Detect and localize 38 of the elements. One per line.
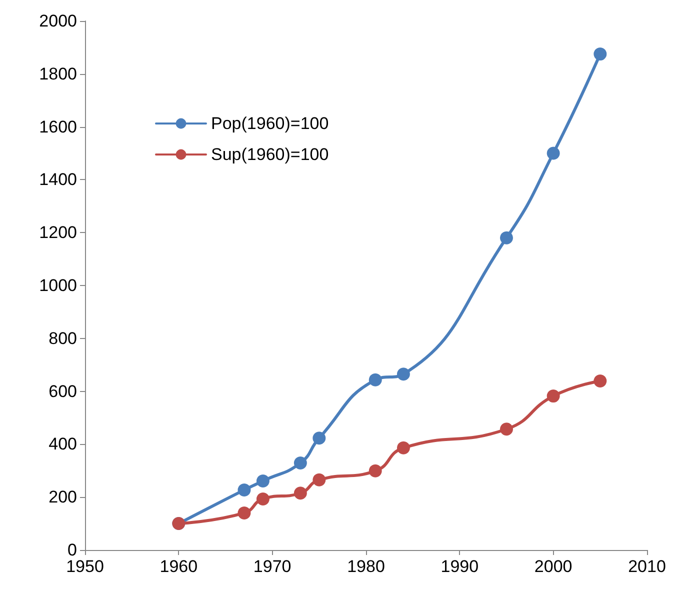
y-tick-label: 1200 (39, 223, 77, 242)
point (256, 474, 270, 488)
point (500, 422, 513, 436)
legend-label: Pop(1960)=100 (211, 114, 329, 133)
point (238, 506, 251, 520)
point (546, 390, 560, 403)
y-tick-label: 1400 (39, 170, 77, 190)
x-tick-label: 2010 (628, 557, 666, 576)
y-tick-label: 400 (48, 434, 77, 454)
x-tick-label: 1950 (66, 557, 104, 576)
y-tick-label: 1800 (39, 64, 77, 84)
x-tick-label: 1990 (440, 557, 479, 576)
point (546, 146, 560, 160)
x-tick-label: 2000 (534, 557, 572, 576)
point (500, 231, 513, 244)
point (312, 432, 326, 445)
point (396, 441, 410, 454)
point (594, 48, 607, 61)
y-tick-label: 1000 (39, 276, 77, 295)
x-tick-label: 1960 (160, 557, 198, 576)
x-tick-label: 1970 (253, 557, 292, 576)
point (368, 373, 382, 386)
point (396, 368, 410, 381)
point (294, 456, 307, 470)
point (238, 483, 251, 496)
point (594, 374, 607, 388)
point (368, 464, 382, 478)
point (312, 473, 326, 486)
y-tick-label: 800 (48, 328, 77, 348)
legend-label: Sup(1960)=100 (211, 145, 329, 164)
y-tick-label: 2000 (39, 12, 77, 30)
y-tick-label: 600 (48, 382, 77, 401)
point (256, 492, 270, 506)
y-tick-label: 0 (68, 540, 77, 560)
point (294, 486, 307, 500)
y-tick-label: 200 (48, 488, 77, 507)
y-tick-label: 1600 (39, 117, 77, 136)
x-tick-label: 1980 (347, 557, 385, 576)
